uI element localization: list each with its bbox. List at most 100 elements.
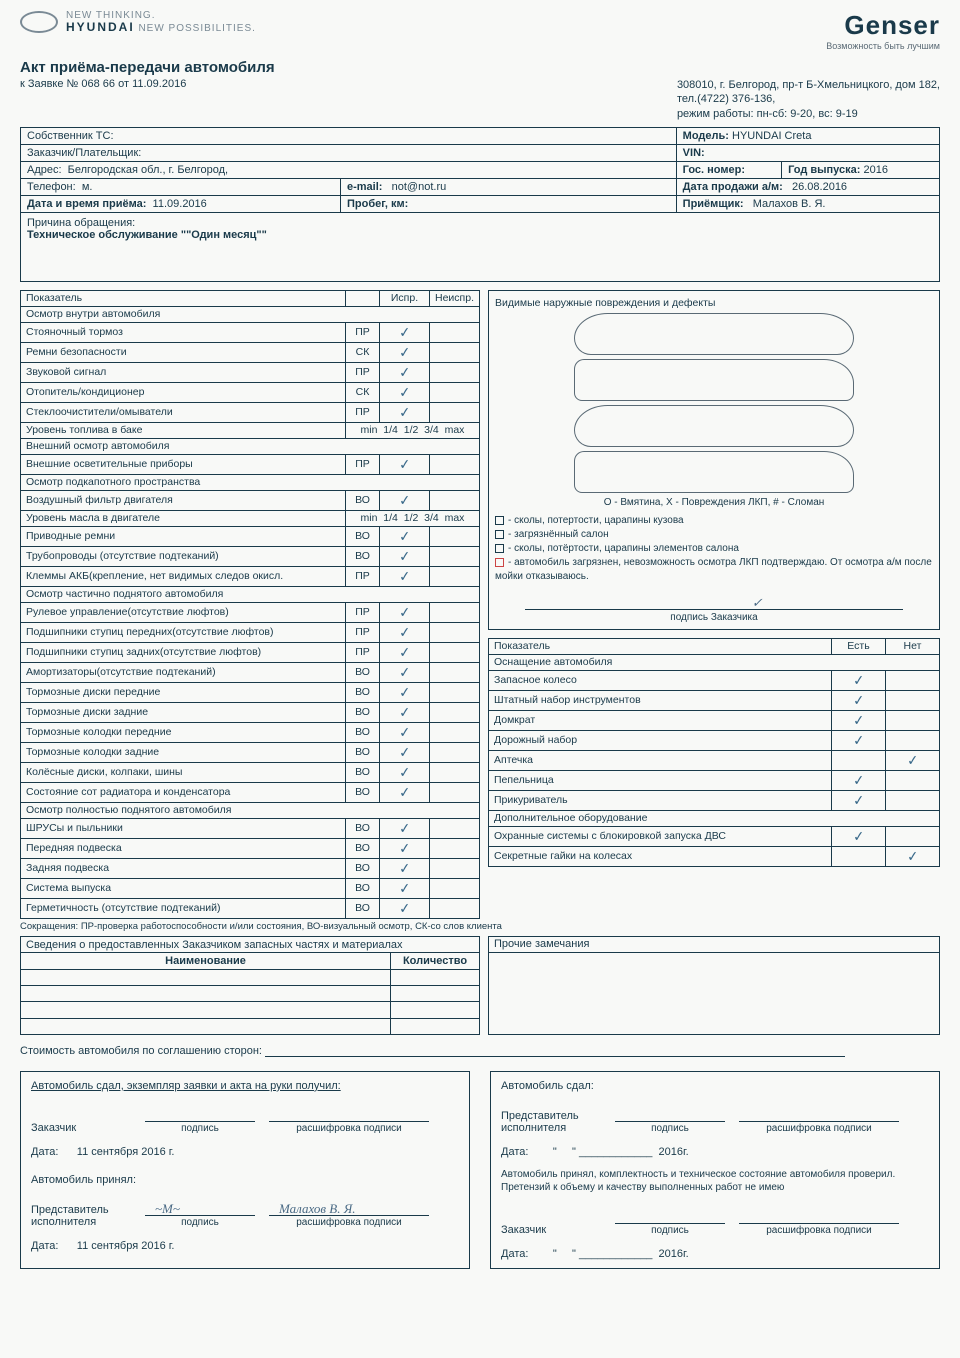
sr-date-lbl1: Дата: (501, 1146, 528, 1158)
fuel-scale: min 1/4 1/2 3/4 max (346, 510, 480, 526)
company-addr: 308010, г. Белгород, пр-т Б-Хмельницкого… (677, 78, 940, 92)
insp-ok: ✓ (380, 602, 430, 622)
sl-line1: Автомобиль сдал, экземпляр заявки и акта… (31, 1080, 459, 1092)
equip-yes: ✓ (832, 670, 886, 690)
insp-bad (430, 818, 480, 838)
sr-year2: 2016г. (659, 1248, 689, 1260)
phone-label: Телефон: (27, 181, 76, 193)
insp-ok: ✓ (380, 818, 430, 838)
equip-no (886, 710, 940, 730)
insp-code: ВО (346, 838, 380, 858)
insp-bad (430, 490, 480, 510)
equip-label: Прикуриватель (489, 790, 832, 810)
insp-label: Передняя подвеска (21, 838, 346, 858)
sl-dec2: расшифровка подписи (296, 1217, 402, 1228)
equip-yes: ✓ (832, 730, 886, 750)
insp-label: Амортизаторы(отсутствие подтеканий) (21, 662, 346, 682)
sl-line2: Автомобиль принял: (31, 1174, 459, 1186)
insp-bad (430, 898, 480, 918)
doc-title: Акт приёма-передачи автомобиля (20, 59, 940, 76)
insp-label: Трубопроводы (отсутствие подтеканий) (21, 546, 346, 566)
sl-role1: Заказчик (31, 1122, 131, 1134)
insp-ok: ✓ (380, 722, 430, 742)
insp-ok: ✓ (380, 838, 430, 858)
equip-h-param: Показатель (489, 638, 832, 654)
sl-date-lbl1: Дата: (31, 1146, 58, 1158)
slogan-2: NEW POSSIBILITIES. (138, 23, 255, 34)
insp-label: Клеммы АКБ(крепление, нет видимых следов… (21, 566, 346, 586)
insp-label: Звуковой сигнал (21, 362, 346, 382)
insp-ok: ✓ (380, 742, 430, 762)
company-info: 308010, г. Белгород, пр-т Б-Хмельницкого… (677, 78, 940, 121)
reason-value: Техническое обслуживание ""Один месяц"" (27, 229, 267, 241)
damage-legend: О - Вмятина, X - Повреждения ЛКП, # - Сл… (495, 497, 933, 508)
insp-ok: ✓ (380, 762, 430, 782)
equip-no (886, 670, 940, 690)
sr-date-lbl2: Дата: (501, 1248, 528, 1260)
insp-code: ПР (346, 322, 380, 342)
dealer-title: Genser (826, 10, 940, 41)
addr-value: Белгородская обл., г. Белгород, (68, 164, 228, 176)
vin-label: VIN: (683, 147, 705, 159)
insp-section: Осмотр полностью поднятого автомобиля (21, 802, 480, 818)
insp-ok: ✓ (380, 878, 430, 898)
insp-bad (430, 402, 480, 422)
mileage-label: Пробег, км: (347, 198, 408, 210)
insp-code: ПР (346, 454, 380, 474)
insp-ok: ✓ (380, 702, 430, 722)
model-label: Модель: (683, 130, 729, 142)
sl-sig1: подпись (181, 1123, 219, 1134)
insp-label: Герметичность (отсутствие подтеканий) (21, 898, 346, 918)
insp-code: ВО (346, 546, 380, 566)
insp-ok: ✓ (380, 546, 430, 566)
insp-bad (430, 878, 480, 898)
insp-label: Приводные ремни (21, 526, 346, 546)
abbreviations: Сокращения: ПР-проверка работоспособност… (20, 921, 940, 932)
insp-label: Состояние сот радиатора и конденсатора (21, 782, 346, 802)
equip-label: Дорожный набор (489, 730, 832, 750)
insp-code: СК (346, 342, 380, 362)
dealer-logo: Genser Возможность быть лучшим (826, 10, 940, 51)
equip-label: Охранные системы с блокировкой запуска Д… (489, 826, 832, 846)
insp-code: ПР (346, 602, 380, 622)
insp-bad (430, 342, 480, 362)
model-value: HYUNDAI Creta (732, 130, 811, 142)
equip-no: ✓ (886, 846, 940, 866)
sl-role2: Представитель исполнителя (31, 1204, 131, 1228)
insp-ok: ✓ (380, 342, 430, 362)
notes-title: Прочие замечания (489, 936, 940, 952)
insp-code: ВО (346, 898, 380, 918)
equip-label: Пепельница (489, 770, 832, 790)
info-box: Собственник ТС: Модель: HYUNDAI Creta За… (20, 127, 940, 213)
insp-code: ПР (346, 402, 380, 422)
insp-label: Внешние осветительные приборы (21, 454, 346, 474)
cost-label: Стоимость автомобиля по соглашению сторо… (20, 1045, 262, 1057)
insp-code: ПР (346, 622, 380, 642)
equip-no (886, 690, 940, 710)
year-value: 2016 (863, 164, 887, 176)
recv-label: Приёмщик: (683, 198, 744, 210)
notes-table: Прочие замечания (488, 936, 940, 1035)
insp-label: Подшипники ступиц задних(отсутствие люфт… (21, 642, 346, 662)
equip-yes: ✓ (832, 770, 886, 790)
fuel-scale: min 1/4 1/2 3/4 max (346, 422, 480, 438)
insp-h-param: Показатель (21, 290, 346, 306)
sale-value: 26.08.2016 (792, 181, 847, 193)
plate-label: Гос. номер: (683, 164, 745, 176)
insp-ok: ✓ (380, 662, 430, 682)
equip-section: Дополнительное оборудование (489, 810, 940, 826)
insp-ok: ✓ (380, 382, 430, 402)
equip-no: ✓ (886, 750, 940, 770)
insp-label: Ремни безопасности (21, 342, 346, 362)
insp-label: Задняя подвеска (21, 858, 346, 878)
insp-ok: ✓ (380, 622, 430, 642)
equip-label: Аптечка (489, 750, 832, 770)
insp-ok: ✓ (380, 858, 430, 878)
sr-role2: Заказчик (501, 1224, 601, 1236)
insp-ok: ✓ (380, 898, 430, 918)
reason-label: Причина обращения: (27, 217, 933, 229)
equip-yes: ✓ (832, 690, 886, 710)
insp-bad (430, 566, 480, 586)
equip-yes: ✓ (832, 710, 886, 730)
sl-name: Малахов В. Я. (279, 1201, 356, 1217)
